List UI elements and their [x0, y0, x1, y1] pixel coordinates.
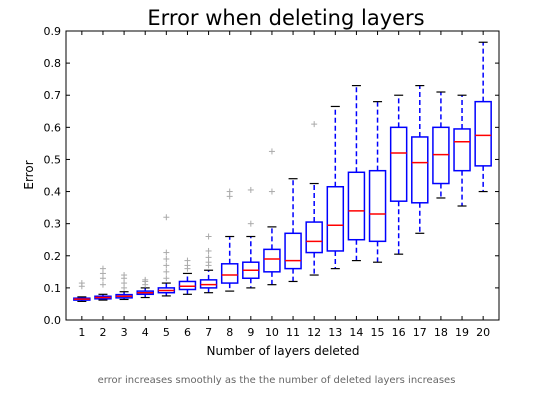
box-iqr: [411, 136, 429, 204]
box-11: [284, 178, 302, 283]
box-iqr: [305, 221, 323, 254]
flier-point: [226, 188, 233, 195]
figure-caption: error increases smoothly as the the numb…: [97, 375, 456, 386]
box-iqr: [178, 280, 197, 291]
y-tick-label: 0.0: [44, 314, 62, 327]
y-tick-label: 0.4: [44, 186, 62, 199]
box-1: [73, 280, 91, 302]
x-tick-label: 8: [226, 326, 233, 339]
y-tick-label: 0.2: [44, 250, 62, 263]
box-15: [368, 101, 387, 263]
box-4: [136, 276, 154, 299]
x-tick-label: 11: [286, 326, 300, 339]
chart-title: Error when deleting layers: [147, 6, 424, 30]
box-5: [157, 214, 176, 297]
box-iqr: [368, 169, 387, 243]
box-iqr: [432, 126, 450, 185]
box-iqr: [284, 232, 302, 270]
flier-point: [247, 220, 254, 227]
y-tick-label: 0.8: [44, 57, 62, 70]
flier-point: [99, 281, 106, 288]
box-iqr: [453, 128, 471, 172]
box-20: [474, 41, 492, 193]
x-tick-label: 4: [142, 326, 149, 339]
flier-point: [247, 186, 254, 193]
flier-point: [163, 262, 170, 269]
box-18: [432, 91, 450, 199]
x-tick-label: 15: [371, 326, 385, 339]
box-iqr: [199, 279, 218, 289]
box-14: [347, 84, 366, 262]
flier-point: [163, 275, 170, 282]
x-tick-label: 10: [265, 326, 279, 339]
y-tick-label: 0.3: [44, 218, 62, 231]
box-iqr: [263, 248, 281, 273]
y-axis: 0.0 0.1 0.2 0.3 0.4 0.5 0.6 0.7 0.8 0.9: [44, 25, 499, 327]
box-2: [94, 265, 112, 301]
box-9: [242, 186, 260, 289]
box-iqr: [326, 185, 345, 252]
y-axis-label: Error: [22, 160, 36, 189]
x-tick-label: 9: [247, 326, 254, 339]
box-iqr: [220, 263, 239, 284]
x-tick-label: 7: [205, 326, 212, 339]
flier-point: [163, 214, 170, 221]
flier-point: [163, 255, 170, 262]
x-tick-label: 17: [413, 326, 427, 339]
y-tick-label: 0.5: [44, 153, 62, 166]
x-tick-label: 20: [476, 326, 490, 339]
plot-frame: [65, 30, 500, 321]
x-tick-label: 16: [392, 326, 406, 339]
box-16: [389, 94, 408, 255]
x-tick-label: 18: [434, 326, 448, 339]
box-iqr: [389, 126, 408, 202]
x-tick-label: 1: [78, 326, 85, 339]
flier-point: [184, 257, 191, 264]
box-iqr: [347, 171, 366, 241]
flier-point: [268, 188, 275, 195]
flier-point: [205, 247, 212, 254]
flier-point: [205, 233, 212, 240]
x-axis-label: Number of layers deleted: [207, 344, 360, 358]
x-tick-label: 14: [349, 326, 363, 339]
box-19: [453, 94, 471, 207]
plot-area: [73, 41, 492, 302]
flier-point: [311, 121, 318, 128]
flier-point: [78, 280, 85, 287]
box-7: [199, 233, 218, 294]
flier-point: [121, 272, 128, 279]
x-tick-label: 6: [184, 326, 191, 339]
box-3: [115, 272, 133, 301]
x-tick-label: 19: [455, 326, 469, 339]
flier-point: [163, 268, 170, 275]
x-tick-label: 13: [328, 326, 342, 339]
flier-point: [163, 249, 170, 256]
y-tick-label: 0.1: [44, 282, 62, 295]
y-tick-label: 0.7: [44, 89, 62, 102]
box-8: [220, 188, 239, 292]
x-tick-label: 12: [307, 326, 321, 339]
box-6: [178, 257, 197, 295]
flier-point: [99, 265, 106, 272]
box-17: [411, 84, 429, 234]
x-tick-label: 3: [121, 326, 128, 339]
box-10: [263, 148, 281, 286]
y-tick-label: 0.9: [44, 25, 62, 38]
x-axis: 1 2 3 4 5 6 7 8 9 10 11 12 13 14 15 16 17 18 19 20: [78, 31, 490, 339]
flier-point: [268, 148, 275, 155]
flier-point: [205, 254, 212, 261]
x-tick-label: 2: [99, 326, 106, 339]
box-iqr: [474, 100, 492, 167]
x-tick-label: 5: [163, 326, 170, 339]
box-12: [305, 121, 323, 276]
y-tick-label: 0.6: [44, 121, 62, 134]
flier-point: [142, 276, 149, 283]
box-13: [326, 105, 345, 270]
